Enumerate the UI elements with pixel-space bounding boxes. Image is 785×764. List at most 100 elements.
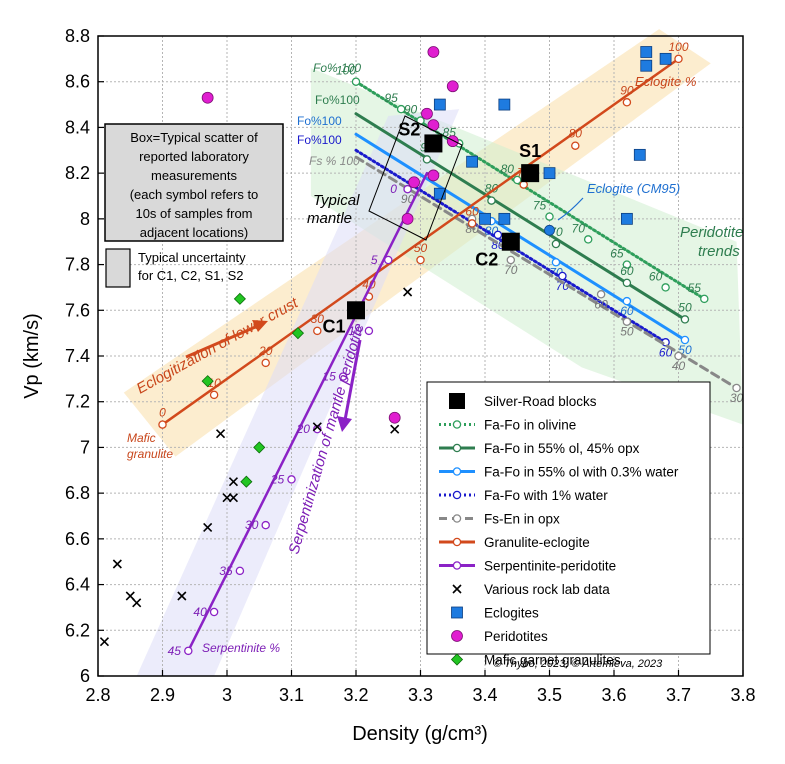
mafic-diamond [201, 375, 214, 388]
legend-square-marker [451, 606, 463, 619]
series-tick-label: 90 [620, 83, 634, 97]
legend-cross-marker [452, 584, 462, 594]
mafic-diamond [253, 441, 266, 454]
series-tick-marker [661, 283, 670, 292]
lab-data-cross [112, 559, 122, 569]
eclogite-square [433, 98, 446, 111]
series-tick-marker [287, 475, 296, 484]
silver-road-block [347, 301, 365, 320]
legend-box [426, 381, 711, 655]
series-tick-marker [235, 566, 245, 576]
x-axis-label: Density (g/cm³) [352, 723, 488, 745]
lab-data-cross [228, 493, 239, 503]
series-tick-label: 55 [688, 281, 702, 295]
legend-entry-label: Various rock lab data [484, 582, 610, 597]
legend-circle-marker [451, 630, 463, 642]
series-tick-label: 20 [296, 422, 311, 436]
x-tick-label: 3.3 [408, 685, 433, 705]
series-tick-marker [422, 155, 432, 164]
eclogite-square [640, 59, 653, 72]
x-tick-label: 3.5 [537, 685, 562, 705]
serpentinite-band [136, 109, 460, 676]
peridotite-circle [388, 411, 401, 424]
mafic-granulite-label-1: Mafic [127, 431, 156, 445]
lab-data-cross [312, 422, 322, 432]
series-tick-label: 45 [168, 644, 182, 658]
eclogite-percent-label: Eclogite % [635, 74, 696, 89]
series-tick-marker [545, 212, 554, 221]
series-tick-marker [680, 315, 690, 324]
eclogite-square [498, 98, 511, 111]
y-tick-label: 8.6 [65, 72, 90, 92]
uncertainty-text: for C1, C2, S1, S2 [138, 268, 244, 283]
lab-data-cross [99, 637, 110, 647]
typical-mantle-label-1: Typical [313, 192, 360, 209]
legend-line-marker [452, 443, 462, 453]
x-tick-label: 3.4 [472, 685, 497, 705]
eclogite-square [621, 212, 633, 225]
legend-entry-label: Fs-En in opx [484, 512, 560, 527]
series-tick-marker [622, 98, 632, 107]
eclogite-cm95-label: Eclogite (CM95) [587, 181, 680, 196]
eclogitization-arrow-head [252, 320, 268, 332]
series-tick-marker [487, 196, 496, 205]
eclogite-square [498, 212, 511, 225]
legend-entry-label: Peridotites [484, 629, 548, 644]
series-tick-label: 70 [572, 221, 586, 235]
series-tick-marker [700, 294, 709, 304]
series-tick-label: 60 [465, 204, 479, 218]
series-tick-marker [622, 317, 632, 326]
series-line [187, 171, 429, 653]
series-tick-marker [158, 420, 167, 429]
series-tick-label: 100 [668, 40, 688, 54]
chart-series: 1009590858075706560559080706050807060508… [158, 40, 744, 658]
series-tick-label: 50 [620, 325, 634, 339]
series-tick-label: 10 [348, 324, 362, 338]
series-tick-marker [261, 358, 270, 368]
peridotite-circle [421, 107, 433, 120]
series-tick-label: 80 [569, 127, 583, 141]
series-tick-label: 60 [620, 304, 634, 318]
series-tick-label: 30 [245, 518, 259, 532]
legend-entry-label: Serpentinite-peridotite [484, 559, 616, 574]
series-tick-label: 40 [672, 359, 686, 373]
peridotite-circle [401, 212, 414, 225]
legend-entry-label: Eclogites [484, 606, 539, 621]
block-label: C2 [475, 250, 498, 270]
chart-markers: C1 C2 S1 S2 [99, 46, 672, 647]
series-tick-marker [338, 372, 348, 381]
series-tick-marker [416, 255, 425, 265]
series-line [354, 80, 706, 301]
fo-label-olivine: Fo% 100 [313, 61, 361, 75]
eclogite-square [640, 46, 653, 58]
series-tick-marker [674, 54, 683, 64]
series-tick-marker [403, 184, 412, 194]
y-tick-label: 6.2 [65, 620, 90, 640]
serpentinization-arrow-head [337, 416, 352, 432]
legend-entry-label: Fa-Fo in 55% ol, 45% opx [484, 441, 640, 456]
series-line [161, 57, 680, 426]
y-tick-label: 6.8 [65, 483, 90, 503]
uncertainty-box [105, 248, 131, 288]
series-tick-label: 30 [311, 312, 325, 326]
eclogite-cm95-pointer [557, 197, 584, 221]
legend-line-marker [452, 561, 462, 570]
series-tick-label: 50 [678, 300, 692, 314]
info-box-text: (each symbol refers to [130, 187, 259, 202]
series-tick-marker [732, 383, 741, 393]
series-tick-marker [184, 646, 193, 656]
eclogite-square [633, 148, 646, 161]
eclogite-square [479, 212, 491, 225]
peridotite-circle [446, 80, 459, 93]
legend-entry-label: Fa-Fo in 55% ol with 0.3% water [484, 465, 679, 480]
lab-data-cross [177, 591, 187, 601]
series-tick-marker [209, 607, 219, 617]
info-box-text: measurements [151, 168, 237, 183]
series-tick-marker [351, 77, 361, 86]
silver-road-block [521, 164, 540, 183]
legend-entry-label: Fa-Fo with 1% water [484, 488, 608, 503]
series-tick-marker [493, 230, 503, 240]
series-tick-label: 60 [620, 264, 634, 278]
series-line [354, 155, 739, 390]
series-tick-label: 80 [485, 182, 499, 196]
